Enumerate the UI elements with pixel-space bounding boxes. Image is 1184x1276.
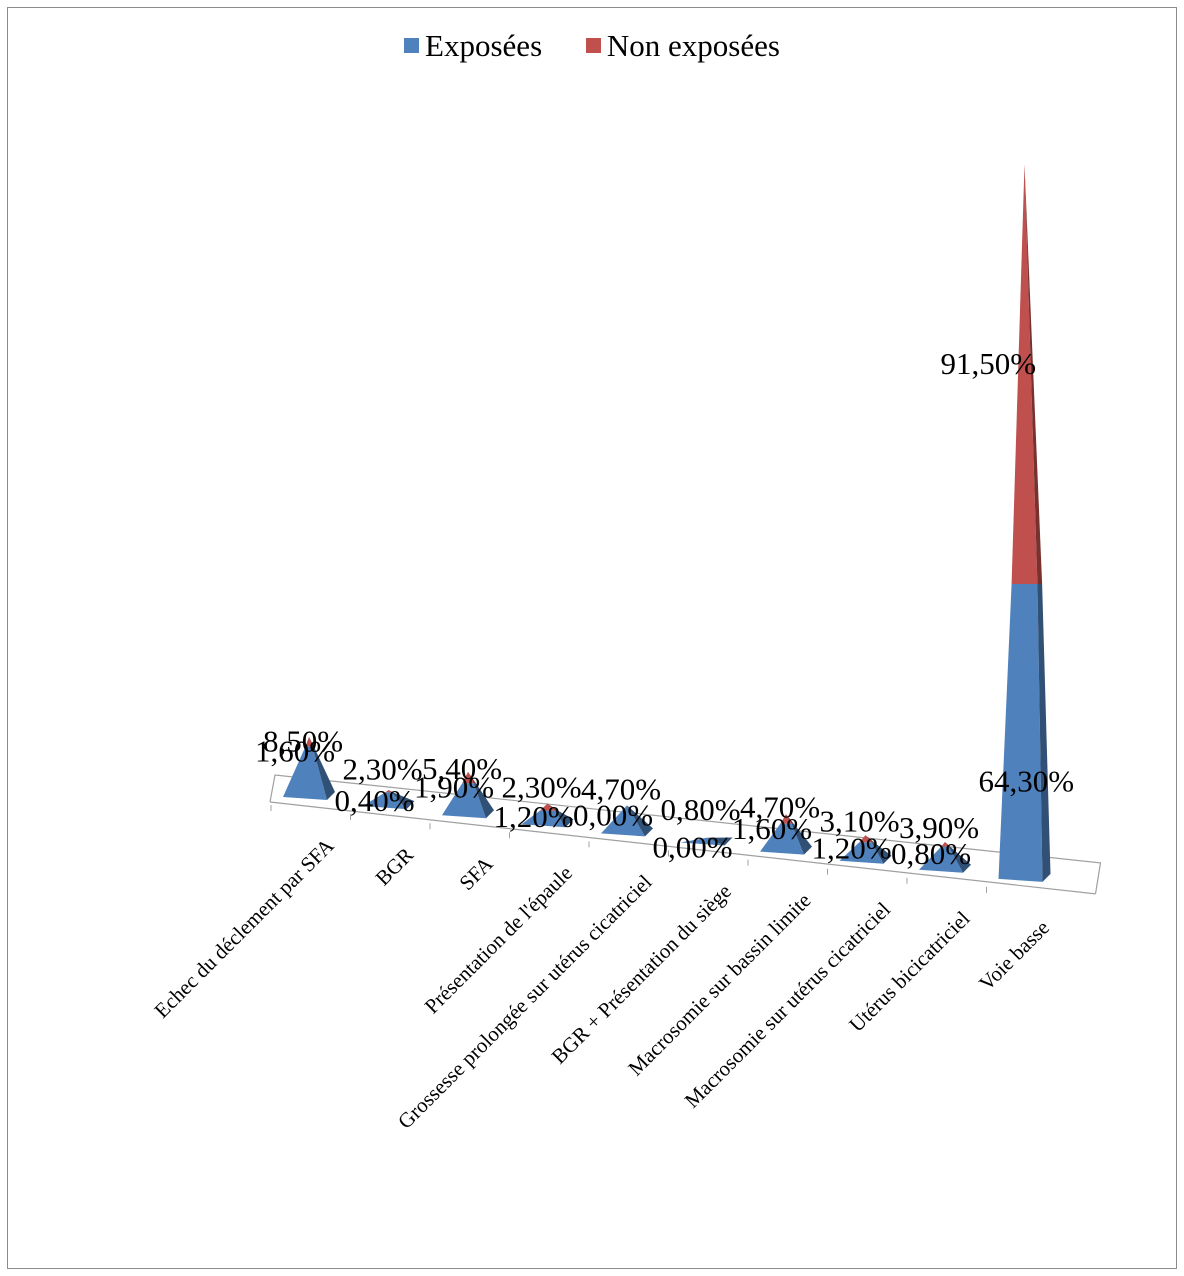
data-label-exposees-9: 3,90% bbox=[899, 810, 979, 845]
legend-swatch-exposees bbox=[404, 38, 420, 53]
data-label-exposees-4: 2,30% bbox=[502, 769, 582, 804]
bar-exposees-6 bbox=[680, 837, 725, 846]
data-label-non-exposees-6: 0,00% bbox=[653, 830, 733, 865]
bar-exposees-5 bbox=[601, 805, 645, 837]
legend-label-non-exposees: Non exposées bbox=[606, 28, 780, 63]
bar-non-exposees-2 bbox=[385, 790, 392, 793]
category-label-2: BGR bbox=[371, 843, 419, 891]
data-label-non-exposees-3: 1,90% bbox=[414, 769, 494, 804]
legend-swatch-non-exposees bbox=[585, 38, 601, 53]
bar-non-exposees-1 bbox=[305, 736, 313, 747]
data-label-non-exposees-8: 1,20% bbox=[812, 831, 892, 866]
category-label-3: SFA bbox=[454, 851, 498, 895]
category-label-7: Macrosomie sur bassin limite bbox=[623, 888, 815, 1080]
bar-exposees-side-10 bbox=[1037, 584, 1051, 882]
data-label-exposees-1: 8,50% bbox=[263, 724, 343, 759]
legend-label-exposees: Exposées bbox=[425, 28, 543, 63]
bar-exposees-side-2 bbox=[391, 792, 415, 810]
pyramid-2 bbox=[362, 790, 415, 810]
data-label-non-exposees-9: 0,80% bbox=[891, 836, 971, 871]
pyramid-6 bbox=[680, 837, 733, 846]
bar-exposees-side-4 bbox=[555, 810, 574, 828]
pyramid-3 bbox=[442, 771, 494, 819]
data-label-non-exposees-4: 1,20% bbox=[494, 799, 574, 834]
data-label-exposees-5: 4,70% bbox=[581, 771, 661, 806]
bar-non-exposees-3 bbox=[462, 771, 474, 784]
bar-exposees-9 bbox=[919, 846, 963, 873]
data-label-non-exposees-7: 1,60% bbox=[732, 811, 812, 846]
data-label-non-exposees-10: 91,50% bbox=[941, 346, 1037, 381]
data-label-exposees-3: 5,40% bbox=[422, 751, 502, 786]
pyramid-10 bbox=[998, 164, 1051, 882]
bar-exposees-4 bbox=[521, 810, 566, 828]
bar-non-exposees-4 bbox=[539, 803, 556, 811]
chart-legend: Exposées Non exposées bbox=[0, 28, 1184, 64]
bar-exposees-side-6 bbox=[706, 837, 733, 846]
axis-floor bbox=[269, 774, 1102, 895]
category-label-6: BGR + Présentation du siège bbox=[547, 879, 736, 1068]
bar-non-exposees-side-8 bbox=[865, 835, 874, 843]
bar-exposees-side-7 bbox=[791, 823, 812, 855]
bar-exposees-side-3 bbox=[473, 783, 494, 819]
bar-exposees-side-8 bbox=[871, 842, 892, 864]
chart-frame bbox=[7, 7, 1177, 1269]
bar-non-exposees-side-4 bbox=[547, 803, 558, 811]
bar-non-exposees-side-1 bbox=[309, 736, 314, 747]
data-label-non-exposees-5: 0,00% bbox=[573, 797, 653, 832]
data-label-non-exposees-2: 0,40% bbox=[335, 783, 415, 818]
category-label-10: Voie basse bbox=[974, 915, 1054, 995]
bar-exposees-1 bbox=[283, 746, 327, 800]
bar-non-exposees-side-7 bbox=[786, 814, 794, 824]
bar-exposees-side-9 bbox=[948, 846, 971, 873]
bar-non-exposees-side-10 bbox=[1024, 164, 1043, 585]
category-label-4: Présentation de l'épaule bbox=[420, 861, 577, 1018]
bar-exposees-3 bbox=[442, 783, 486, 819]
bar-exposees-10 bbox=[998, 584, 1043, 882]
bar-exposees-side-5 bbox=[627, 805, 653, 837]
category-label-1: Echec du déclement par SFA bbox=[149, 833, 339, 1023]
bar-non-exposees-side-3 bbox=[468, 771, 476, 784]
pyramid-4 bbox=[521, 803, 574, 828]
pyramid-9 bbox=[919, 841, 971, 873]
pyramid-5 bbox=[601, 805, 653, 837]
bar-non-exposees-10 bbox=[1011, 164, 1038, 585]
data-label-exposees-7: 4,70% bbox=[740, 790, 820, 825]
bar-exposees-7 bbox=[760, 823, 804, 855]
data-label-exposees-8: 3,10% bbox=[820, 803, 900, 838]
bar-non-exposees-side-2 bbox=[388, 790, 393, 793]
data-label-exposees-6: 0,80% bbox=[661, 792, 741, 827]
bar-non-exposees-8 bbox=[859, 835, 872, 843]
bar-non-exposees-9 bbox=[941, 841, 949, 847]
data-label-non-exposees-1: 1,60% bbox=[255, 734, 335, 769]
pyramid-8 bbox=[839, 835, 892, 864]
bar-exposees-2 bbox=[362, 792, 407, 810]
bar-exposees-side-1 bbox=[312, 746, 335, 800]
legend-item-non-exposees: Non exposées bbox=[585, 28, 780, 64]
bar-exposees-8 bbox=[839, 842, 884, 864]
data-label-exposees-2: 2,30% bbox=[343, 751, 423, 786]
data-label-exposees-10: 64,30% bbox=[979, 763, 1075, 798]
bar-non-exposees-side-9 bbox=[945, 841, 951, 847]
bar-non-exposees-7 bbox=[780, 814, 792, 824]
pyramid-7 bbox=[760, 814, 812, 855]
legend-item-exposees: Exposées bbox=[404, 28, 542, 64]
x-axis-line bbox=[269, 801, 1096, 895]
pyramid-1 bbox=[283, 736, 335, 800]
axis-floor-outline bbox=[269, 774, 1102, 894]
